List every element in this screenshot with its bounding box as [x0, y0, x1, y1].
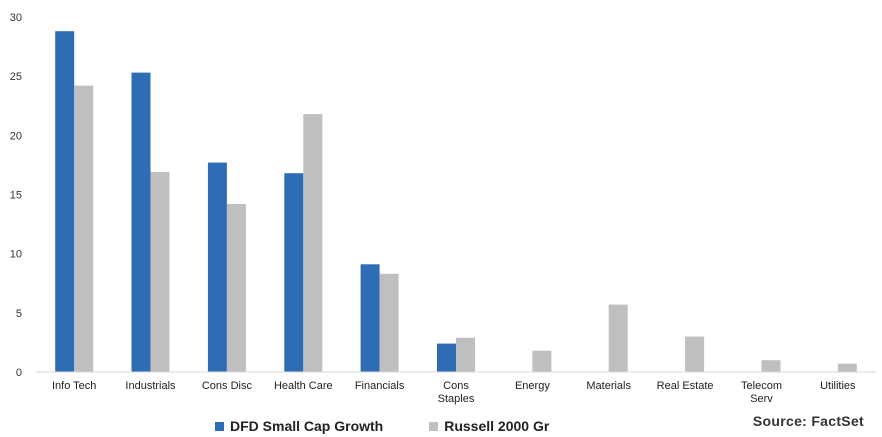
bar-series-2: [226, 204, 246, 372]
bar-series-2: [150, 172, 170, 372]
bar-series-1: [360, 264, 380, 372]
x-tick-label: Info Tech: [52, 380, 96, 392]
bar-series-2: [837, 363, 857, 372]
x-tick-label: Real Estate: [657, 380, 714, 392]
bar-series-2: [379, 273, 399, 372]
y-tick-label: 0: [16, 367, 22, 379]
bar-series-1: [437, 343, 456, 372]
x-tick-label: Energy: [515, 380, 550, 392]
y-tick-label: 15: [10, 190, 22, 202]
legend-swatch-series-2: [429, 421, 439, 431]
bar-series-2: [685, 336, 705, 372]
x-tick-label: Industrials: [125, 380, 176, 392]
x-tick-label: Health Care: [274, 380, 333, 392]
legend-label-series-2: Russell 2000 Gr: [444, 418, 550, 434]
legend-label-series-1: DFD Small Cap Growth: [230, 418, 384, 434]
y-tick-label: 20: [10, 130, 22, 142]
bars: [55, 31, 857, 372]
source-note: Source: FactSet: [752, 413, 864, 429]
x-axis: Info Tech Industrials Cons Disc Health Care…: [52, 380, 856, 405]
y-tick-label: 10: [10, 249, 22, 261]
y-axis: 0 5 10 15 20 25 30: [10, 12, 22, 379]
bar-series-2: [74, 85, 94, 372]
bar-series-1: [55, 31, 75, 372]
bar-series-2: [456, 337, 475, 372]
x-tick-label: Telecom Serv: [741, 380, 782, 405]
bar-series-1: [284, 173, 304, 372]
legend-swatch-series-1: [215, 421, 224, 431]
bar-series-2: [303, 114, 323, 372]
bar-series-2: [532, 350, 552, 372]
x-tick-label: Utilities: [820, 380, 856, 392]
bar-series-2: [608, 304, 628, 372]
bar-series-1: [131, 72, 151, 372]
bar-series-1: [207, 162, 227, 372]
x-tick-label: Cons Disc: [202, 380, 253, 392]
x-tick-label: Cons Staples: [438, 380, 475, 405]
legend-item-series-1: DFD Small Cap Growth: [215, 418, 383, 434]
x-tick-label: Financials: [355, 380, 405, 392]
x-tick-label: Materials: [586, 380, 631, 392]
y-tick-label: 25: [10, 71, 22, 83]
legend: DFD Small Cap Growth Russell 2000 Gr: [215, 418, 549, 434]
bar-series-2: [761, 360, 781, 372]
legend-item-series-2: Russell 2000 Gr: [429, 418, 549, 434]
y-tick-label: 30: [10, 12, 22, 24]
y-tick-label: 5: [16, 308, 22, 320]
